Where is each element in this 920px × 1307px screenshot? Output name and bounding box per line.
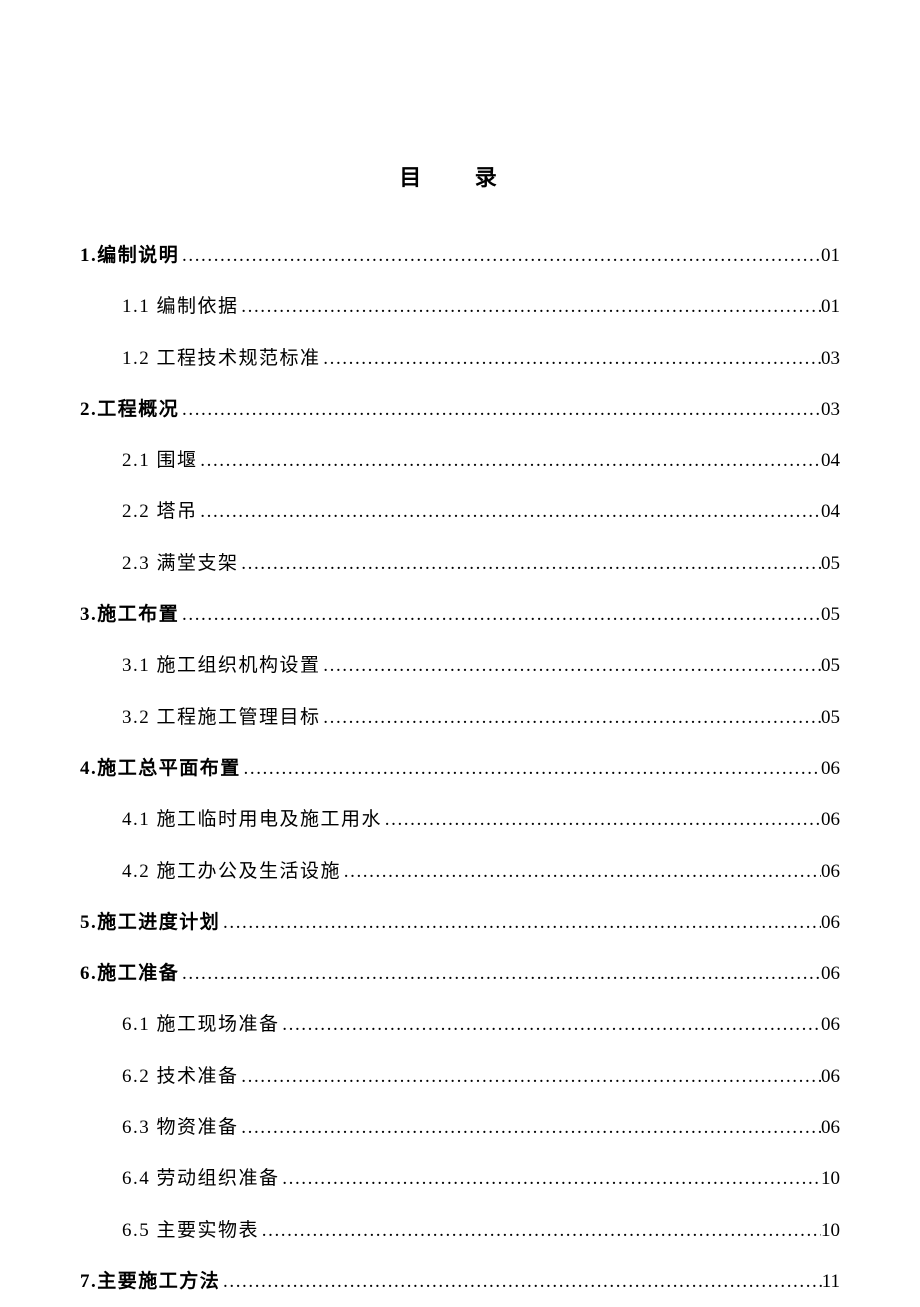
toc-page-number: 04 bbox=[821, 435, 840, 486]
toc-page-number: 06 bbox=[821, 743, 840, 794]
toc-leader-dots bbox=[220, 897, 821, 948]
toc-leader-dots bbox=[179, 384, 821, 435]
toc-item: 3.1 施工组织机构设置 05 bbox=[80, 640, 840, 691]
toc-leader-dots bbox=[280, 999, 821, 1050]
toc-item: 6.4 劳动组织准备 10 bbox=[80, 1153, 840, 1204]
toc-label: 6.4 劳动组织准备 bbox=[122, 1153, 280, 1204]
toc-leader-dots bbox=[259, 1205, 821, 1256]
toc-page-number: 11 bbox=[822, 1256, 840, 1307]
toc-page-number: 05 bbox=[821, 589, 840, 640]
toc-item: 2.1 围堰 04 bbox=[80, 435, 840, 486]
toc-label: 2.1 围堰 bbox=[122, 435, 198, 486]
toc-item: 1.1 编制依据 01 bbox=[80, 281, 840, 332]
toc-item: 4.1 施工临时用电及施工用水 06 bbox=[80, 794, 840, 845]
toc-leader-dots bbox=[241, 743, 821, 794]
toc-item: 3.施工布置 05 bbox=[80, 589, 840, 640]
toc-page-number: 05 bbox=[821, 692, 840, 743]
toc-leader-dots bbox=[198, 435, 821, 486]
toc-label: 3.施工布置 bbox=[80, 589, 179, 640]
toc-page-number: 03 bbox=[821, 384, 840, 435]
toc-page-number: 06 bbox=[821, 897, 840, 948]
toc-item: 7.主要施工方法 11 bbox=[80, 1256, 840, 1307]
toc-leader-dots bbox=[239, 538, 821, 589]
toc-label: 6.1 施工现场准备 bbox=[122, 999, 280, 1050]
toc-label: 2.3 满堂支架 bbox=[122, 538, 239, 589]
toc-leader-dots bbox=[280, 1153, 821, 1204]
toc-item: 6.3 物资准备 06 bbox=[80, 1102, 840, 1153]
toc-leader-dots bbox=[179, 230, 821, 281]
toc-item: 2.工程概况 03 bbox=[80, 384, 840, 435]
toc-page-number: 01 bbox=[821, 281, 840, 332]
toc-label: 1.2 工程技术规范标准 bbox=[122, 333, 321, 384]
toc-leader-dots bbox=[220, 1256, 821, 1307]
toc-item: 1.编制说明 01 bbox=[80, 230, 840, 281]
toc-leader-dots bbox=[198, 486, 821, 537]
toc-label: 2.工程概况 bbox=[80, 384, 179, 435]
toc-label: 4.1 施工临时用电及施工用水 bbox=[122, 794, 382, 845]
toc-label: 4.2 施工办公及生活设施 bbox=[122, 846, 341, 897]
toc-page-number: 06 bbox=[821, 846, 840, 897]
toc-page-number: 04 bbox=[821, 486, 840, 537]
toc-leader-dots bbox=[179, 948, 821, 999]
toc-leader-dots bbox=[321, 333, 821, 384]
toc-leader-dots bbox=[321, 640, 821, 691]
toc-page-number: 06 bbox=[821, 1051, 840, 1102]
toc-label: 5.施工进度计划 bbox=[80, 897, 220, 948]
toc-leader-dots bbox=[239, 1051, 821, 1102]
toc-leader-dots bbox=[179, 589, 821, 640]
toc-label: 6.3 物资准备 bbox=[122, 1102, 239, 1153]
toc-item: 4.施工总平面布置 06 bbox=[80, 743, 840, 794]
toc-page-number: 05 bbox=[821, 640, 840, 691]
toc-leader-dots bbox=[341, 846, 821, 897]
toc-item: 5.施工进度计划 06 bbox=[80, 897, 840, 948]
toc-page-number: 03 bbox=[821, 333, 840, 384]
toc-label: 6.施工准备 bbox=[80, 948, 179, 999]
toc-item: 1.2 工程技术规范标准 03 bbox=[80, 333, 840, 384]
toc-page-number: 10 bbox=[821, 1205, 840, 1256]
toc-label: 6.2 技术准备 bbox=[122, 1051, 239, 1102]
toc-label: 1.编制说明 bbox=[80, 230, 179, 281]
toc-list: 1.编制说明 01 1.1 编制依据 01 1.2 工程技术规范标准 03 2.… bbox=[80, 230, 840, 1307]
toc-page-number: 01 bbox=[821, 230, 840, 281]
toc-item: 4.2 施工办公及生活设施 06 bbox=[80, 846, 840, 897]
page-title: 目 录 bbox=[80, 160, 840, 192]
toc-item: 2.2 塔吊 04 bbox=[80, 486, 840, 537]
toc-item: 3.2 工程施工管理目标 05 bbox=[80, 692, 840, 743]
toc-label: 6.5 主要实物表 bbox=[122, 1205, 259, 1256]
toc-label: 1.1 编制依据 bbox=[122, 281, 239, 332]
toc-leader-dots bbox=[382, 794, 821, 845]
toc-label: 3.2 工程施工管理目标 bbox=[122, 692, 321, 743]
toc-item: 6.5 主要实物表 10 bbox=[80, 1205, 840, 1256]
toc-label: 7.主要施工方法 bbox=[80, 1256, 220, 1307]
toc-page-number: 06 bbox=[821, 948, 840, 999]
toc-page-number: 05 bbox=[821, 538, 840, 589]
toc-label: 3.1 施工组织机构设置 bbox=[122, 640, 321, 691]
toc-leader-dots bbox=[239, 281, 821, 332]
toc-leader-dots bbox=[239, 1102, 821, 1153]
toc-label: 2.2 塔吊 bbox=[122, 486, 198, 537]
toc-page-number: 06 bbox=[821, 794, 840, 845]
toc-item: 6.2 技术准备 06 bbox=[80, 1051, 840, 1102]
toc-page-number: 06 bbox=[821, 999, 840, 1050]
toc-item: 6.1 施工现场准备 06 bbox=[80, 999, 840, 1050]
toc-page-number: 10 bbox=[821, 1153, 840, 1204]
toc-label: 4.施工总平面布置 bbox=[80, 743, 241, 794]
toc-leader-dots bbox=[321, 692, 821, 743]
toc-item: 6.施工准备 06 bbox=[80, 948, 840, 999]
toc-item: 2.3 满堂支架 05 bbox=[80, 538, 840, 589]
toc-page-number: 06 bbox=[821, 1102, 840, 1153]
